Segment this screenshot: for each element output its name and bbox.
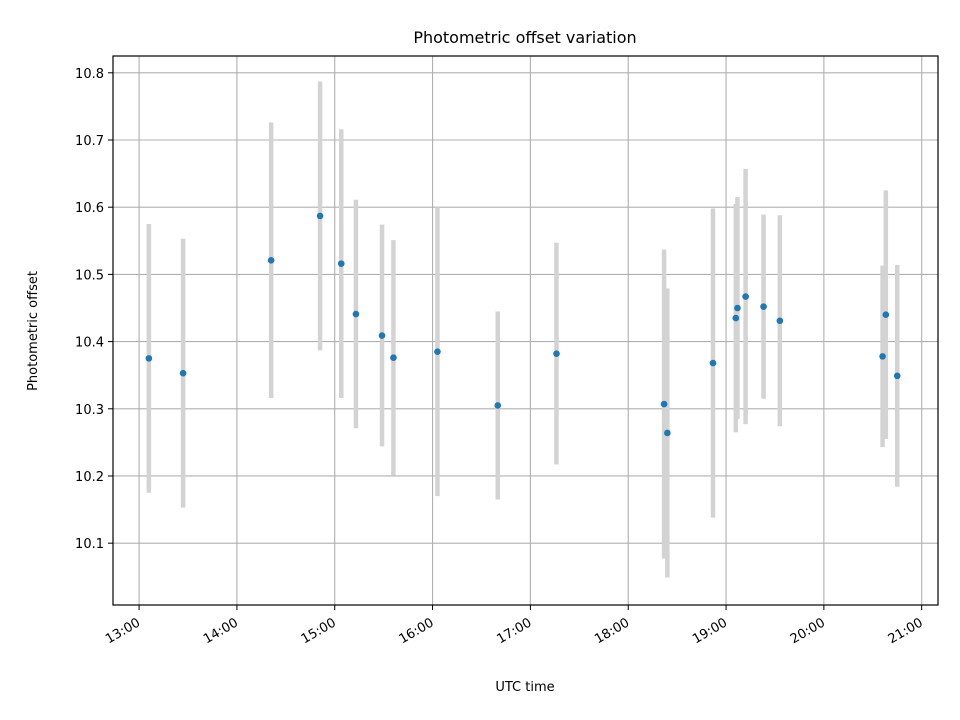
x-tick-label: 15:00 [299,615,339,647]
y-tick-label: 10.5 [75,268,104,283]
data-point [179,369,187,377]
y-tick-label: 10.1 [75,537,104,552]
data-point [734,304,741,312]
data-point [352,310,360,318]
x-tick-label: 13:00 [103,615,143,647]
y-tick-label: 10.6 [75,201,104,216]
y-axis-label: Photometric offset [26,271,41,391]
y-axis-ticks: 10.1 10.2 10.3 10.4 10.5 10.6 10.7 10.8 [75,67,113,552]
data-point [664,429,671,437]
x-tick-label: 16:00 [397,615,437,647]
chart-title: Photometric offset variation [413,28,636,47]
x-tick-label: 18:00 [592,615,632,647]
grid-lines [113,56,938,605]
data-point [882,311,890,319]
data-point [660,400,668,408]
data-point [742,293,749,300]
data-point [760,303,767,310]
data-point [494,402,502,409]
plot-frame [112,55,939,606]
data-point [145,355,153,362]
data-point [390,354,397,362]
y-tick-label: 10.2 [75,470,104,485]
x-tick-label: 21:00 [886,615,926,647]
data-point [316,212,324,220]
x-tick-label: 19:00 [690,615,730,647]
data-point [776,317,784,325]
y-tick-label: 10.3 [75,403,104,418]
data-point [893,372,901,380]
x-tick-label: 20:00 [788,615,828,647]
error-bars [146,81,900,578]
y-tick-label: 10.4 [75,336,104,351]
data-point [732,314,740,322]
data-point [553,350,560,357]
y-tick-label: 10.8 [75,67,104,82]
data-point [434,348,441,355]
data-point [267,256,275,264]
data-point [337,260,345,267]
x-tick-label: 14:00 [201,615,241,647]
x-tick-label: 17:00 [494,615,534,647]
data-point [378,332,386,339]
data-points [145,212,901,437]
data-point [709,359,717,367]
x-axis-ticks: 13:00 14:00 15:00 16:00 17:00 18:00 19:00 20:00… [103,605,926,647]
data-point [879,353,886,360]
x-axis-label: UTC time [495,680,554,695]
y-tick-label: 10.7 [75,134,104,149]
